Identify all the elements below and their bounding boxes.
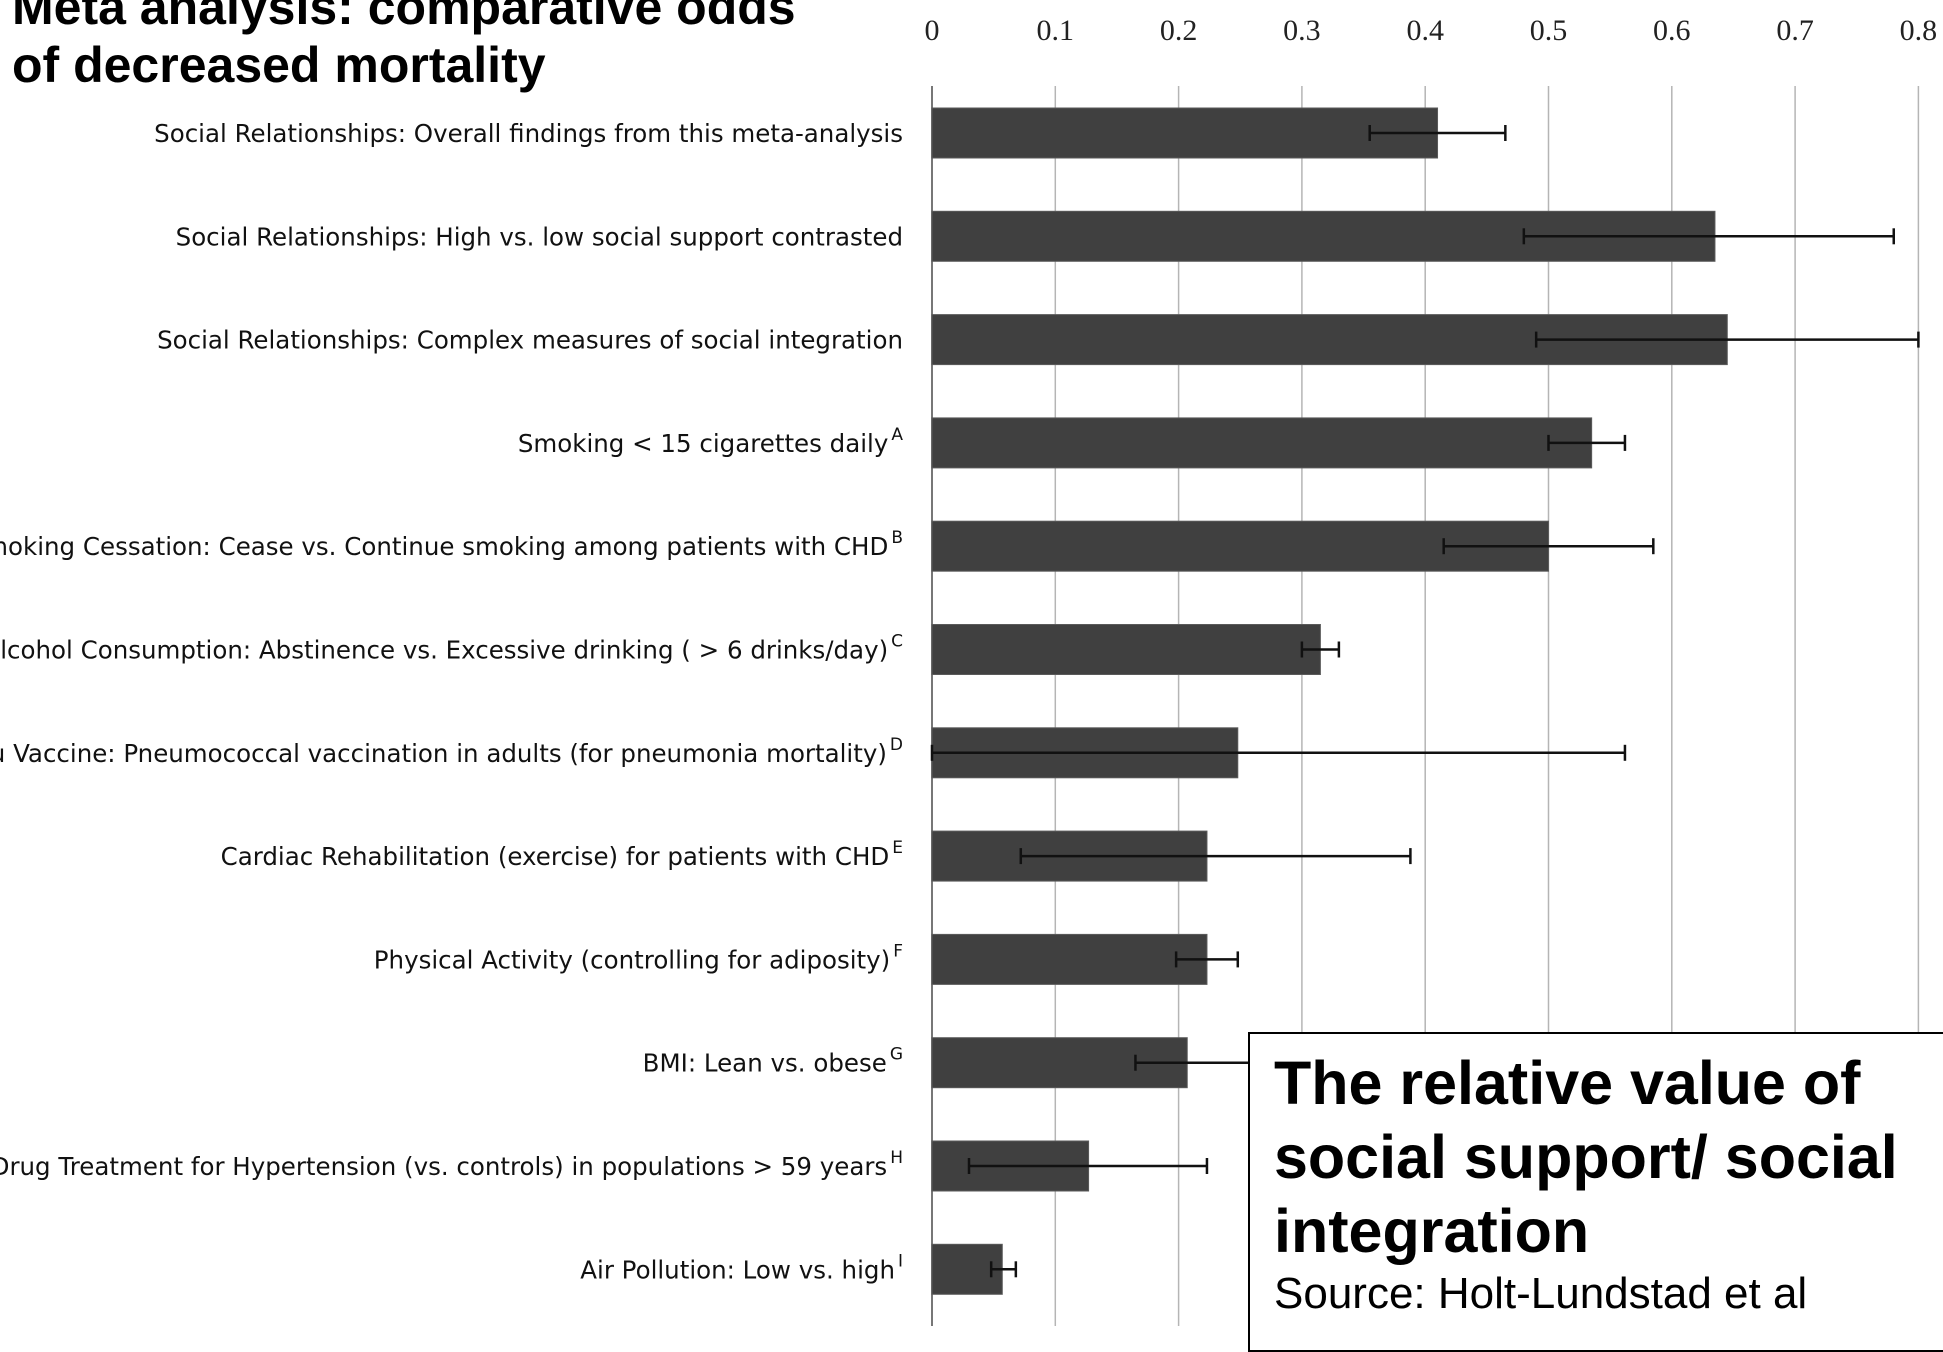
chart-title-line-2: of decreased mortality: [12, 37, 546, 93]
category-label: Drug Treatment for Hypertension (vs. con…: [0, 1148, 903, 1181]
category-label: Smoking < 15 cigarettes daily A: [518, 425, 904, 458]
category-label-text: Drug Treatment for Hypertension (vs. con…: [0, 1152, 887, 1181]
chart-title: Meta analysis: comparative odds of decre…: [12, 0, 892, 94]
category-label-text: Flu Vaccine: Pneumococcal vaccination in…: [0, 739, 887, 768]
x-tick-label: 0.4: [1406, 14, 1444, 47]
category-label-superscript: B: [891, 528, 903, 548]
category-label: Cardiac Rehabilitation (exercise) for pa…: [221, 838, 903, 871]
category-label-superscript: E: [892, 838, 903, 858]
category-label: Social Relationships: Complex measures o…: [157, 326, 903, 355]
category-label-superscript: D: [890, 735, 903, 755]
chart-title-line-1: Meta analysis: comparative odds: [12, 0, 796, 35]
category-label: Alcohol Consumption: Abstinence vs. Exce…: [0, 632, 903, 665]
callout-source: Source: Holt-Lundstad et al: [1274, 1269, 1808, 1318]
category-label: Social Relationships: Overall findings f…: [154, 119, 903, 148]
category-label-superscript: C: [891, 632, 903, 652]
category-label: Social Relationships: High vs. low socia…: [176, 222, 903, 251]
category-label-text: Social Relationships: Complex measures o…: [157, 326, 903, 355]
category-label-superscript: H: [890, 1148, 903, 1168]
bar: [931, 624, 1321, 675]
x-tick-label: 0.8: [1900, 14, 1938, 47]
callout-heading: The relative value of social support/ so…: [1274, 1049, 1898, 1265]
x-tick-label: 0.5: [1530, 14, 1568, 47]
category-label-text: BMI: Lean vs. obese: [643, 1049, 887, 1078]
x-tick-label: 0.7: [1776, 14, 1814, 47]
x-tick-label: 0.1: [1037, 14, 1075, 47]
grid-lines: [931, 86, 1920, 1326]
category-label: BMI: Lean vs. obese G: [643, 1045, 903, 1078]
x-tick-label: 0.6: [1653, 14, 1691, 47]
category-label-superscript: G: [890, 1045, 903, 1065]
category-label-text: Social Relationships: High vs. low socia…: [176, 222, 903, 251]
category-label: Air Pollution: Low vs. high I: [580, 1251, 903, 1284]
bar: [931, 417, 1593, 469]
category-label-superscript: A: [891, 425, 903, 445]
bar: [931, 107, 1439, 159]
callout-box: The relative value of social support/ so…: [1248, 1032, 1943, 1352]
category-label: Flu Vaccine: Pneumococcal vaccination in…: [0, 735, 903, 768]
error-bars: [930, 125, 1920, 1278]
category-label-superscript: F: [893, 941, 903, 961]
x-tick-label: 0.2: [1160, 14, 1198, 47]
category-label-text: Cardiac Rehabilitation (exercise) for pa…: [221, 842, 890, 871]
category-label-text: Air Pollution: Low vs. high: [580, 1255, 895, 1284]
category-label-text: Smoking < 15 cigarettes daily: [518, 429, 889, 458]
category-label: Smoking Cessation: Cease vs. Continue sm…: [0, 528, 903, 561]
category-label-text: Physical Activity (controlling for adipo…: [374, 945, 890, 974]
x-tick-label: 0.3: [1283, 14, 1321, 47]
category-label-text: Smoking Cessation: Cease vs. Continue sm…: [0, 532, 888, 561]
x-tick-label: 0: [925, 14, 940, 47]
category-label-superscript: I: [898, 1251, 903, 1271]
bar: [931, 933, 1208, 985]
category-label-text: Alcohol Consumption: Abstinence vs. Exce…: [0, 636, 888, 665]
category-label-text: Social Relationships: Overall findings f…: [154, 119, 903, 148]
category-labels: Social Relationships: Overall findings f…: [0, 119, 903, 1284]
x-axis-ticks: 0 0.1 0.2 0.3 0.4 0.5 0.6 0.7 0.8: [925, 14, 1938, 47]
category-label: Physical Activity (controlling for adipo…: [374, 941, 903, 974]
